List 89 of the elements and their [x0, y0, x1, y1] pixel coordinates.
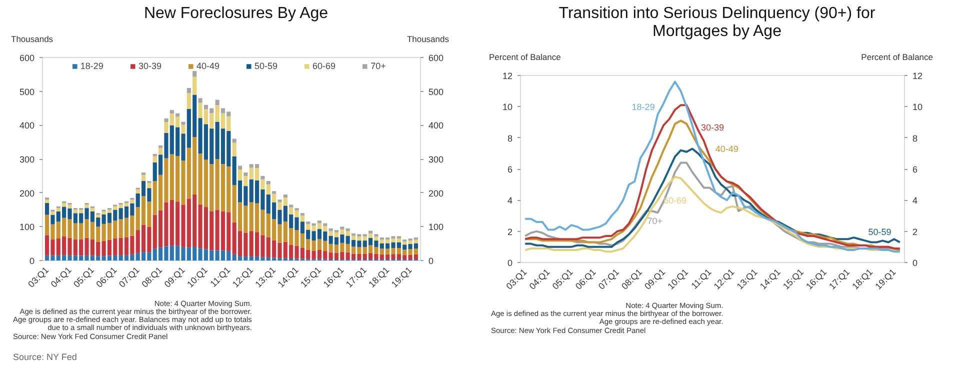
y-tick-label: 10: [502, 102, 513, 112]
bar: [266, 180, 270, 184]
bar: [113, 206, 118, 210]
bar: [152, 154, 157, 156]
y2-axis-title: Percent of Balance: [861, 51, 933, 64]
y2-tick-label: 100: [428, 222, 444, 232]
bar: [272, 191, 276, 194]
legend-label: 60-69: [312, 61, 336, 71]
bar: [289, 204, 294, 208]
y-tick-label: 600: [19, 53, 35, 63]
bar: [215, 100, 220, 106]
legend-label: 70+: [370, 61, 387, 71]
line-series: [524, 148, 901, 248]
bar: [198, 98, 202, 103]
y-tick-label: 300: [19, 154, 35, 164]
bar: [340, 226, 344, 230]
bar: [232, 138, 236, 143]
bar: [170, 110, 174, 114]
y-tick-label: 0: [507, 258, 513, 268]
y-tick-label: 2: [507, 226, 513, 237]
bar: [84, 204, 89, 208]
y-tick-label: 400: [19, 120, 35, 131]
chart-title: Transition into Serious Delinquency (90+) for Mortgages by Age: [558, 5, 876, 41]
bar: [44, 202, 50, 215]
y2-tick-label: 200: [428, 188, 444, 198]
bar: [232, 142, 236, 156]
bar: [96, 214, 100, 218]
y-tick-label: 12: [502, 71, 513, 81]
series-label: 40-49: [715, 144, 738, 154]
bar: [278, 200, 282, 202]
y2-tick-label: 4: [912, 196, 918, 206]
y2-tick-label: 0: [428, 256, 434, 266]
bar: [317, 220, 322, 224]
y2-tick-label: 0: [912, 258, 918, 268]
bar: [158, 145, 163, 148]
y-tick-label: 8: [507, 133, 513, 144]
y-tick-label: 200: [19, 188, 35, 198]
bar: [192, 71, 197, 77]
y-tick-label: 0: [29, 256, 35, 266]
y-tick-label: 100: [19, 222, 35, 232]
y2-tick-label: 300: [428, 154, 444, 164]
bar: [44, 200, 50, 203]
bar: [186, 88, 191, 94]
y-axis-title: Thousands: [11, 33, 54, 46]
bar: [147, 180, 152, 184]
y2-tick-label: 6: [912, 164, 918, 174]
y-tick-label: 4: [507, 196, 513, 206]
y2-tick-label: 2: [912, 226, 918, 237]
series-label: 30-39: [700, 122, 724, 132]
y2-tick-label: 500: [428, 86, 444, 97]
y-tick-label: 6: [507, 164, 513, 174]
y2-tick-label: 12: [912, 71, 923, 81]
line-series: [524, 80, 901, 253]
y2-tick-label: 8: [912, 133, 918, 144]
bar: [181, 122, 186, 125]
bar: [323, 223, 328, 226]
legend-label: 50-59: [254, 61, 278, 71]
y-tick-label: 500: [19, 86, 35, 97]
y2-tick-label: 400: [428, 120, 444, 131]
bar: [141, 174, 146, 181]
bar: [90, 208, 94, 212]
y2-axis-title: Thousands: [406, 33, 449, 46]
legend-label: 30-39: [138, 61, 162, 71]
series-label: 50-59: [868, 226, 892, 237]
bar: [50, 211, 55, 215]
bar: [283, 194, 288, 198]
chart-title: New Foreclosures By Age: [144, 5, 328, 23]
bar: [147, 183, 152, 188]
series-label: 60-69: [664, 196, 687, 206]
legend-label: 40-49: [196, 61, 220, 71]
y2-tick-label: 600: [428, 53, 444, 63]
y2-tick-label: 10: [912, 102, 923, 112]
bar: [368, 230, 373, 234]
legend-label: 18-29: [80, 61, 104, 71]
bar: [136, 189, 140, 194]
bar: [306, 224, 310, 230]
bar: [56, 208, 60, 212]
bar: [158, 148, 163, 155]
bar: [164, 118, 168, 122]
bar: [346, 228, 350, 232]
source-note: Source: NY Fed: [13, 351, 77, 364]
bar: [260, 176, 265, 180]
bar: [238, 166, 242, 170]
bar: [346, 231, 350, 236]
bar: [244, 172, 248, 176]
y-axis-title: Percent of Balance: [489, 51, 561, 64]
bar: [152, 156, 157, 162]
series-label: 18-29: [632, 102, 655, 112]
series-label: 70+: [647, 216, 662, 226]
